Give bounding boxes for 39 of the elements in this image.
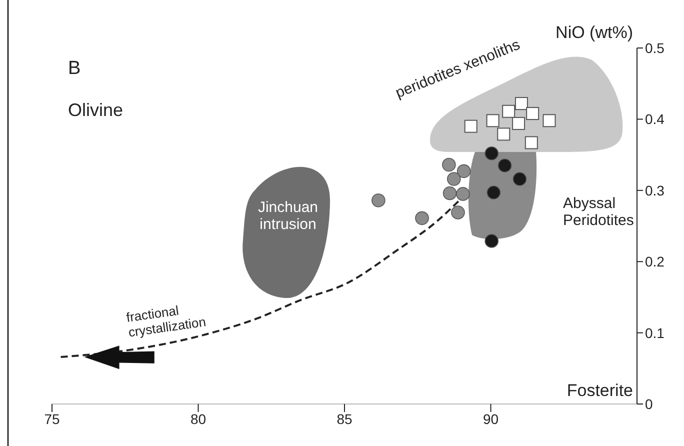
point [542, 114, 556, 128]
annotation: Jinchuan intrusion [258, 199, 318, 233]
point [512, 172, 527, 186]
point [502, 104, 516, 118]
x-tick-label: 80 [190, 410, 206, 427]
point [456, 164, 471, 178]
y-axis-title: NiO (wt%) [556, 23, 633, 42]
point [464, 120, 478, 133]
y-tick-label: 0.4 [645, 111, 665, 128]
point [484, 146, 499, 160]
annotation: Olivine [68, 100, 124, 120]
point [497, 128, 510, 141]
point [486, 186, 501, 200]
x-axis-title: Fosterite [566, 381, 633, 400]
y-tick-label: 0.5 [645, 40, 665, 56]
x-tick-label: 90 [482, 410, 499, 427]
y-tick-label: 0.1 [645, 324, 665, 341]
annotation: Abyssal Peridotites [563, 195, 634, 229]
y-tick-label: 0.3 [645, 182, 665, 198]
point [498, 158, 512, 172]
point [442, 158, 456, 172]
point [451, 206, 465, 220]
point [524, 136, 538, 150]
point [486, 114, 500, 128]
y-tick-label: 0 [645, 396, 653, 412]
point [415, 211, 429, 226]
point [484, 234, 499, 248]
point [446, 172, 461, 186]
point [442, 186, 457, 200]
point [514, 97, 528, 110]
annotation: B [68, 58, 81, 79]
annotation: fractional crystallization [125, 302, 207, 340]
x-tick-label: 85 [336, 410, 352, 427]
x-tick-label: 75 [44, 410, 60, 427]
point [512, 116, 526, 130]
y-tick-label: 0.2 [645, 254, 665, 270]
point [526, 107, 540, 120]
point [372, 193, 386, 208]
point [456, 187, 470, 201]
